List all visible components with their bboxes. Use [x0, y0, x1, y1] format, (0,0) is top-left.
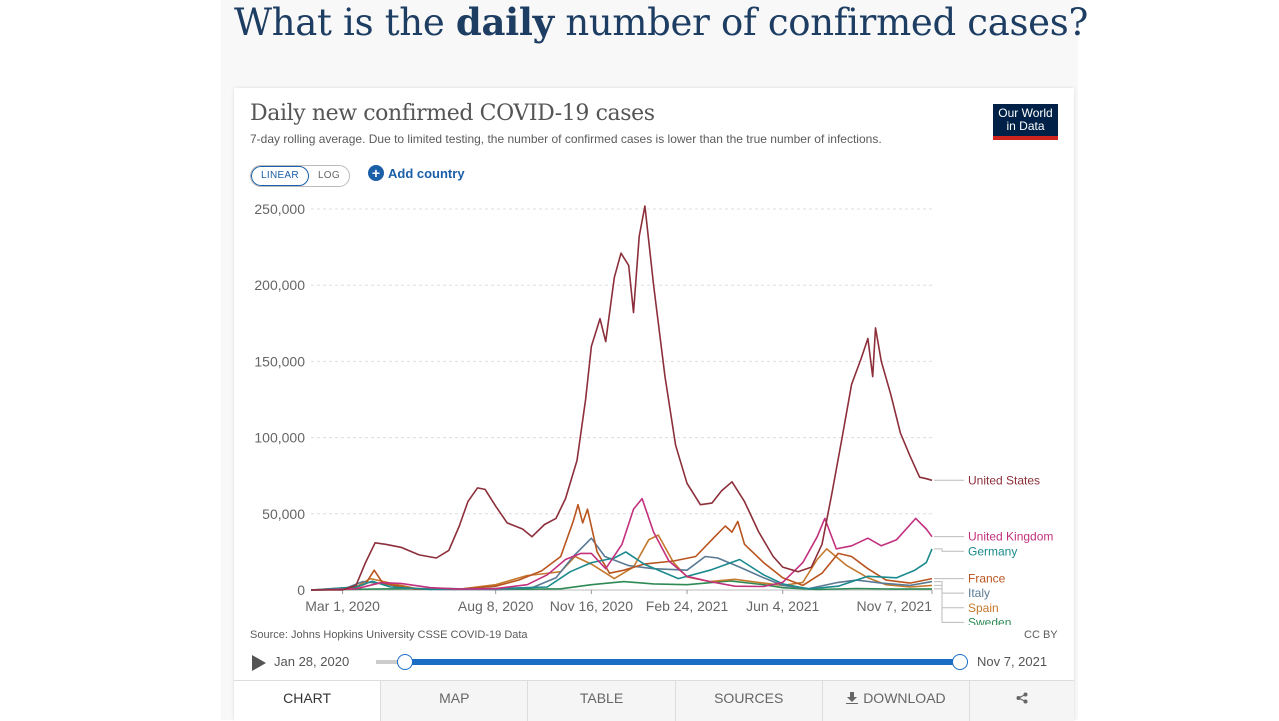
x-tick-label: Aug 8, 2020: [458, 598, 534, 614]
series-label-italy: Italy: [968, 586, 990, 600]
x-axis-ticks: Mar 1, 2020 Aug 8, 2020 Nov 16, 2020 Feb 24…: [305, 590, 933, 614]
timeline-end-label: Nov 7, 2021: [977, 654, 1048, 669]
tab-table[interactable]: TABLE: [527, 681, 674, 721]
add-country-button[interactable]: + Add country: [368, 165, 465, 181]
logo-line-1: Our World: [998, 106, 1053, 120]
tab-sources[interactable]: SOURCES: [674, 681, 822, 721]
label-leader-line: [934, 581, 964, 594]
scale-log-button[interactable]: LOG: [317, 170, 340, 181]
tab-chart[interactable]: CHART: [234, 681, 381, 721]
tab-map[interactable]: MAP: [380, 681, 527, 721]
share-icon: [1016, 692, 1028, 704]
y-tick-label: 200,000: [254, 277, 305, 293]
add-country-label: Add country: [388, 165, 465, 181]
x-tick-label: Mar 1, 2020: [305, 598, 380, 614]
chart-card: [234, 88, 1074, 720]
x-tick-label: Nov 7, 2021: [857, 598, 933, 614]
x-tick-label: Jun 4, 2021: [746, 598, 819, 614]
tab-download[interactable]: DOWNLOAD: [821, 681, 969, 721]
plus-circle-icon: +: [368, 165, 384, 181]
series-label-france: France: [968, 572, 1006, 586]
series-line-united-states: [310, 205, 933, 591]
line-chart[interactable]: 0 50,000 100,000 150,000 200,000 250,000 Mar …: [234, 195, 1074, 625]
logo-line-2: in Data: [1006, 119, 1045, 133]
series-label-spain: Spain: [968, 601, 999, 615]
download-icon: [846, 692, 859, 704]
y-tick-label: 0: [297, 582, 305, 598]
y-tick-label: 250,000: [254, 201, 305, 217]
timeline-start-label: Jan 28, 2020: [274, 654, 350, 669]
x-tick-label: Nov 16, 2020: [550, 598, 633, 614]
page-headline: What is the daily number of confirmed ca…: [234, 0, 1088, 44]
label-leader-line: [934, 588, 964, 623]
y-axis-ticks: 0 50,000 100,000 150,000 200,000 250,000: [254, 201, 305, 598]
headline-pre: What is the: [234, 1, 456, 44]
chart-title: Daily new confirmed COVID-19 cases: [250, 101, 655, 126]
headline-post: number of confirmed cases?: [553, 1, 1088, 44]
series-line-france: [310, 503, 933, 591]
timeline-end-handle[interactable]: [952, 654, 968, 670]
tab-download-label: DOWNLOAD: [863, 690, 946, 706]
source-note: Source: Johns Hopkins University CSSE CO…: [250, 629, 528, 641]
play-icon[interactable]: [252, 655, 266, 671]
scale-toggle: LINEAR LOG: [250, 165, 350, 187]
series-label-germany: Germany: [968, 544, 1017, 558]
series-lines: [310, 205, 933, 591]
timeline-selected-range: [405, 659, 960, 665]
timeline-start-handle[interactable]: [397, 654, 413, 670]
chart-subtitle: 7-day rolling average. Due to limited te…: [250, 132, 882, 146]
y-tick-label: 100,000: [254, 430, 305, 446]
y-tick-label: 150,000: [254, 353, 305, 369]
series-label-sweden: Sweden: [968, 615, 1011, 625]
series-line-germany: [310, 548, 933, 591]
headline-bold: daily: [455, 0, 554, 44]
scale-linear-button[interactable]: LINEAR: [251, 166, 309, 186]
chart-tabs: CHART MAP TABLE SOURCES DOWNLOAD: [234, 680, 1074, 721]
owid-logo[interactable]: Our World in Data: [993, 104, 1058, 140]
tab-share[interactable]: [969, 681, 1074, 721]
series-label-united-states: United States: [968, 473, 1040, 487]
series-label-united-kingdom: United Kingdom: [968, 530, 1053, 544]
y-tick-label: 50,000: [262, 506, 305, 522]
series-line-united-kingdom: [310, 497, 933, 591]
x-tick-label: Feb 24, 2021: [646, 598, 729, 614]
license-link[interactable]: CC BY: [1024, 629, 1058, 641]
grid-lines: [311, 208, 932, 591]
label-leader-line: [934, 548, 964, 552]
